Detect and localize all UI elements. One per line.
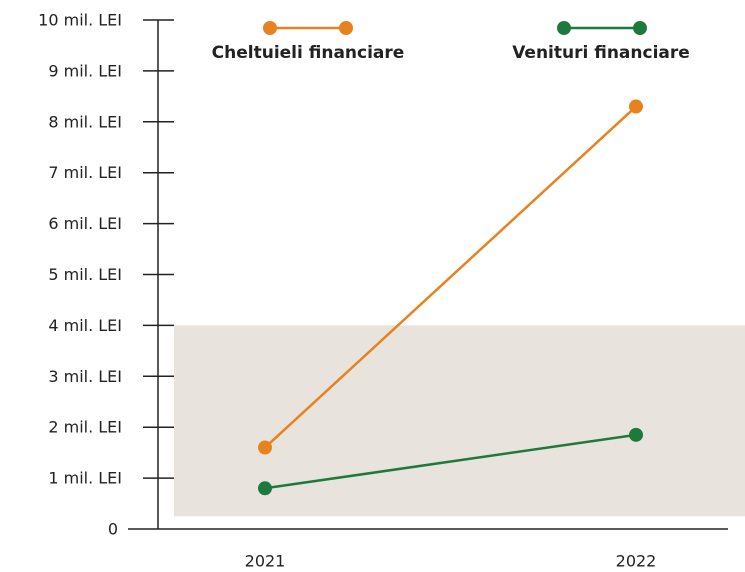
y-tick-label: 5 mil. LEI [48, 265, 122, 284]
y-tick-label: 10 mil. LEI [38, 11, 122, 30]
y-tick-label: 9 mil. LEI [48, 61, 122, 80]
legend-marker [557, 21, 571, 35]
y-tick-label: 7 mil. LEI [48, 163, 122, 182]
y-tick-label: 0 [108, 520, 118, 539]
legend-label: Cheltuieli financiare [212, 43, 405, 63]
data-point [258, 481, 272, 496]
y-tick-label: 3 mil. LEI [48, 367, 122, 386]
y-tick-label: 2 mil. LEI [48, 418, 122, 437]
legend-marker [263, 21, 277, 35]
data-point [258, 440, 272, 455]
legend-marker [633, 21, 647, 35]
y-tick-label: 8 mil. LEI [48, 112, 122, 131]
series-line [264, 433, 637, 490]
series-line [264, 105, 637, 449]
y-tick-label: 6 mil. LEI [48, 214, 122, 233]
data-point [629, 99, 643, 114]
data-point [629, 427, 643, 442]
x-tick-label: 2022 [616, 552, 657, 571]
x-tick-label: 2021 [245, 552, 286, 571]
y-tick-label: 1 mil. LEI [48, 469, 122, 488]
legend-marker [339, 21, 353, 35]
y-tick-label: 4 mil. LEI [48, 316, 122, 335]
legend-label: Venituri financiare [512, 43, 690, 63]
